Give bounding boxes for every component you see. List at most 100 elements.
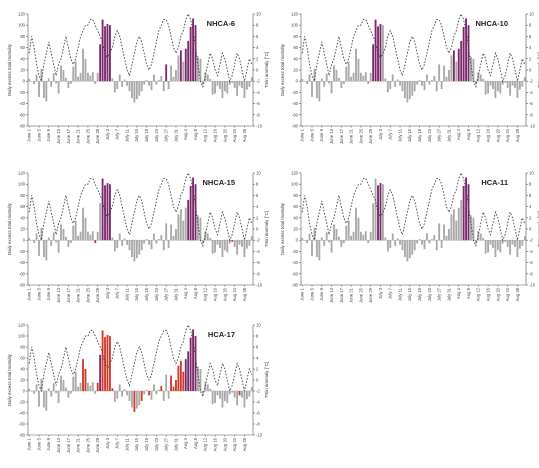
mortality-bar: [342, 81, 345, 84]
mortality-bar: [223, 391, 226, 401]
x-tick-label: July 27: [164, 128, 169, 142]
y-tick-label-right: -6: [256, 260, 260, 265]
mortality-bar: [118, 233, 121, 241]
y-tick-label-right: 8: [256, 182, 259, 187]
y-axis-label-left: Daily excess total mortality: [7, 353, 12, 406]
mortality-bar: [219, 81, 221, 90]
mortality-bar: [460, 199, 463, 241]
mortality-bar: [86, 382, 89, 391]
mortality-bar: [474, 240, 477, 243]
x-tick-label: Aug 20: [222, 437, 227, 451]
mortality-bar: [328, 240, 331, 243]
mortality-bar: [45, 240, 48, 261]
mortality-bar: [182, 220, 185, 241]
mortality-bar: [367, 240, 370, 243]
x-tick-label: June 9: [319, 128, 324, 141]
x-tick-label: June 13: [56, 128, 61, 144]
x-tick-label: June 5: [309, 287, 314, 300]
mortality-bar: [416, 240, 419, 244]
mortality-bar: [487, 240, 490, 253]
y-tick-label-left: -40: [19, 411, 26, 416]
y-tick-label-left: 20: [20, 68, 25, 73]
y-tick-label-right: 8: [529, 23, 532, 28]
mortality-bar: [201, 81, 204, 84]
mortality-bar: [165, 64, 168, 82]
mortality-bar: [506, 240, 509, 247]
y-tick-label-left: -60: [19, 422, 26, 427]
mortality-bar: [462, 185, 465, 241]
y-tick-label-right: -2: [256, 79, 260, 84]
y-tick-label-left: 20: [20, 227, 25, 232]
mortality-bar: [143, 391, 146, 395]
mortality-bar: [45, 81, 48, 102]
mortality-bar: [150, 391, 153, 400]
mortality-bar: [443, 65, 445, 82]
mortality-bar: [206, 74, 209, 82]
mortality-bar: [126, 391, 128, 396]
mortality-bar: [135, 240, 138, 259]
x-tick-label: July 19: [417, 287, 422, 301]
y-tick-label-left: -40: [19, 101, 26, 106]
mortality-bar: [62, 380, 65, 391]
mortality-bar: [201, 240, 204, 243]
mortality-bar: [241, 81, 243, 88]
mortality-bar: [64, 387, 67, 391]
mortality-bar: [325, 232, 328, 241]
mortality-bar: [430, 239, 433, 241]
mortality-bar: [50, 81, 53, 87]
mortality-bar: [155, 391, 158, 395]
mortality-bar: [501, 240, 504, 244]
mortality-bar: [226, 240, 229, 253]
y-tick-label-right: 0: [256, 227, 259, 232]
mortality-bar: [131, 240, 133, 257]
mortality-bar: [150, 240, 153, 250]
mortality-bar: [55, 240, 58, 243]
x-tick-label: July 31: [446, 128, 451, 142]
x-tick-label: June 29: [95, 128, 100, 144]
y-axis-label-right: Tmin anomaly [°C]: [264, 52, 269, 88]
mortality-bar: [38, 240, 40, 256]
y-tick-label-left: 0: [23, 389, 26, 394]
y-tick-label-left: 120: [18, 323, 26, 328]
mortality-bar: [399, 240, 401, 245]
y-tick-label-right: 4: [529, 204, 532, 209]
x-tick-label: Aug 4: [183, 287, 188, 299]
mortality-bar: [369, 72, 372, 82]
y-tick-label-left: -80: [292, 124, 299, 129]
mortality-bar: [192, 177, 195, 241]
y-tick-label-right: -2: [529, 79, 533, 84]
mortality-bar: [157, 389, 160, 391]
mortality-bar: [335, 229, 338, 241]
tmin-anomaly-line: [28, 12, 253, 89]
x-tick-label: Aug 28: [515, 287, 520, 301]
mortality-bar: [172, 386, 175, 391]
mortality-bar: [35, 74, 38, 82]
mortality-bar: [209, 388, 212, 391]
y-tick-label-left: 20: [293, 68, 298, 73]
mortality-bar: [223, 81, 226, 92]
mortality-bar: [401, 81, 404, 92]
mortality-bar: [86, 231, 89, 241]
x-tick-label: July 3: [378, 287, 383, 299]
y-tick-label-left: 60: [20, 204, 25, 209]
mortality-bar: [440, 240, 443, 249]
x-tick-label: Aug 24: [232, 287, 237, 301]
chart-panel: -80-60-40-20020406080100120-10-8-6-4-202…: [7, 12, 269, 144]
mortality-bar: [206, 384, 209, 391]
mortality-bar: [413, 240, 416, 251]
mortality-bar: [308, 233, 311, 241]
y-tick-label-right: -2: [256, 389, 260, 394]
mortality-bar: [418, 239, 421, 241]
mortality-bar: [320, 78, 323, 82]
mortality-bar: [511, 240, 514, 245]
x-tick-label: June 9: [319, 287, 324, 300]
x-tick-label: June 21: [76, 437, 81, 453]
mortality-bar: [113, 81, 116, 93]
mortality-bar: [206, 233, 209, 241]
mortality-bar: [209, 237, 212, 241]
x-tick-label: Aug 8: [193, 437, 198, 449]
x-tick-label: June 29: [95, 437, 100, 453]
mortality-bar: [189, 185, 192, 241]
y-tick-label-right: -4: [256, 90, 260, 95]
mortality-bar: [192, 18, 195, 82]
